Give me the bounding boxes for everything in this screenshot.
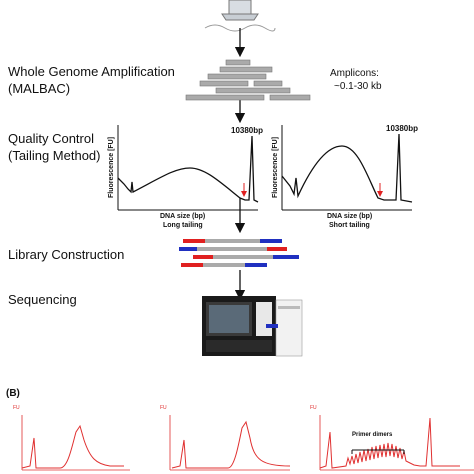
plot-long-xlabel: DNA size (bp) — [160, 213, 206, 220]
panel-b-label: (B) — [6, 388, 20, 399]
panel-b-unit-3: FU — [310, 405, 317, 411]
panel-b-unit-1: FU — [13, 405, 20, 411]
plot-long-caption: Long tailing — [163, 222, 203, 229]
cell-tube-icon — [204, 0, 276, 32]
qc-subtitle: (Tailing Method) — [8, 148, 101, 163]
panel-b-plot-2 — [169, 415, 291, 471]
panel-b-plot-1 — [21, 415, 130, 471]
library-title: Library Construction — [8, 247, 125, 262]
amplicons-range: ~0.1-30 kb — [334, 81, 382, 92]
amplicons-label: Amplicons: — [330, 68, 379, 79]
plot-short-trace — [281, 133, 413, 203]
qc-title: Quality Control — [8, 131, 94, 146]
panel-b-unit-2: FU — [160, 405, 167, 411]
library-fragments — [179, 239, 299, 267]
panel-b-trace-1 — [21, 424, 124, 469]
plot-long-tailing — [117, 125, 259, 211]
panel-b-trace-3 — [319, 417, 460, 469]
plot-long-trace — [117, 135, 259, 203]
wga-title: Whole Genome Amplification — [8, 64, 175, 79]
sequencing-title: Sequencing — [8, 292, 77, 307]
plot-short-tailing — [281, 125, 413, 211]
plot-long-ylabel: Fluorescence [FU] — [108, 136, 115, 198]
primer-dimers-label: Primer dimers — [352, 432, 393, 438]
panel-b-trace-2 — [171, 420, 291, 469]
plot-long-peak-label: 10380bp — [231, 126, 264, 135]
plot-short-xlabel: DNA size (bp) — [327, 213, 373, 220]
plot-short-caption: Short tailing — [329, 222, 370, 229]
panel-b-plot-3 — [319, 415, 474, 471]
amplicon-fragments — [185, 59, 311, 101]
wga-subtitle: (MALBAC) — [8, 81, 71, 96]
plot-short-peak-label: 10380bp — [386, 124, 419, 133]
plot-short-ylabel: Fluorescence [FU] — [272, 136, 279, 198]
sequencer-icon — [202, 296, 303, 357]
